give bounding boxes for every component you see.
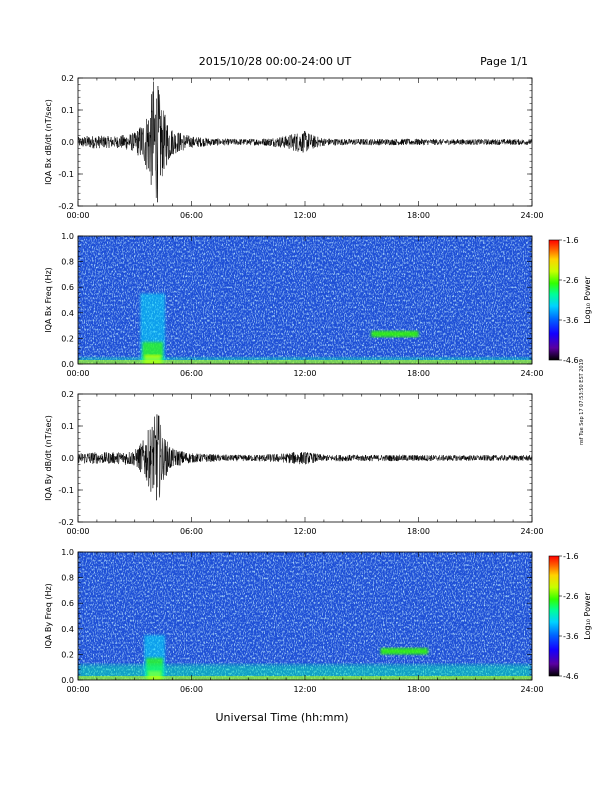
- y-tick-label: 0.0: [61, 138, 74, 147]
- y-axis-label: IQA By Freq (Hz): [44, 583, 53, 649]
- y-tick-label: 0.0: [61, 454, 74, 463]
- y-tick-label: 0.6: [61, 599, 74, 608]
- y-tick-label: -0.2: [58, 202, 74, 211]
- x-tick-label: 00:00: [66, 369, 89, 378]
- y-tick-label: 0.1: [61, 106, 74, 115]
- panels-group: 00:00 06:00 12:00 18:00 24:00 0.2 0.1 0.0 -0.1 -0…: [44, 74, 592, 694]
- colorbar-tick-label: -2.6: [563, 592, 579, 601]
- colorbar-tick-label: -1.6: [563, 552, 579, 561]
- y-tick-label: -0.2: [58, 518, 74, 527]
- y-tick-label: 0.4: [61, 309, 74, 318]
- series-trace: [77, 81, 533, 203]
- y-tick-label: 0.8: [61, 574, 74, 583]
- y-tick-label: 0.2: [61, 74, 74, 83]
- y-tick-label: 1.0: [61, 232, 74, 241]
- x-tick-label: 00:00: [66, 685, 89, 694]
- y-tick-label: -0.1: [58, 170, 74, 179]
- y-axis-label: IQA Bx Freq (Hz): [44, 267, 53, 333]
- y-tick-label: -0.1: [58, 486, 74, 495]
- x-tick-label: 18:00: [407, 685, 430, 694]
- page-indicator: Page 1/1: [480, 55, 528, 68]
- y-axis-label: IQA By dB/dt (nT/sec): [44, 415, 53, 501]
- colorbar-tick-label: -3.6: [563, 316, 579, 325]
- x-tick-label: 24:00: [520, 527, 543, 536]
- x-tick-label: 12:00: [293, 211, 316, 220]
- x-axis-title: Universal Time (hh:mm): [216, 711, 349, 724]
- colorbar-tick-label: -1.6: [563, 236, 579, 245]
- colorbar-label: Log₁₀ Power: [583, 276, 592, 324]
- side-note: nsf Tue Sep 17 07:53:50 EST 2019: [579, 359, 585, 445]
- y-tick-label: 0.8: [61, 258, 74, 267]
- colorbar-tick-label: -2.6: [563, 276, 579, 285]
- series-trace: [77, 414, 533, 501]
- x-tick-label: 12:00: [293, 685, 316, 694]
- colorbar-tick-label: -4.6: [563, 672, 579, 681]
- spectrogram-panel: 00:00 06:00 12:00 18:00 24:00 1.0 0.8 0.6 0.4 0.2…: [44, 548, 592, 694]
- spectrogram-image: [78, 236, 532, 364]
- time-series-panel: 00:00 06:00 12:00 18:00 24:00 0.2 0.1 0.0 -0.1 -0…: [44, 390, 544, 536]
- x-tick-label: 06:00: [180, 211, 203, 220]
- colorbar-tick-label: -3.6: [563, 632, 579, 641]
- spectrogram-panel: 00:00 06:00 12:00 18:00 24:00 1.0 0.8 0.6 0.4 0.2…: [44, 232, 592, 378]
- x-tick-label: 24:00: [520, 211, 543, 220]
- x-tick-label: 18:00: [407, 369, 430, 378]
- y-tick-label: 0.1: [61, 422, 74, 431]
- figure-title: 2015/10/28 00:00-24:00 UT: [199, 55, 352, 68]
- y-tick-label: 0.2: [61, 390, 74, 399]
- feature-narrow-band: [371, 330, 419, 338]
- y-tick-label: 0.0: [61, 360, 74, 369]
- y-tick-label: 1.0: [61, 548, 74, 557]
- y-tick-label: 0.2: [61, 334, 74, 343]
- y-tick-label: 0.4: [61, 625, 74, 634]
- colorbar: [548, 555, 560, 677]
- y-tick-label: 0.2: [61, 650, 74, 659]
- y-tick-label: 0.0: [61, 676, 74, 685]
- feature-narrow-band: [380, 648, 428, 655]
- y-axis-label: IQA Bx dB/dt (nT/sec): [44, 99, 53, 185]
- x-tick-label: 24:00: [520, 369, 543, 378]
- x-tick-label: 12:00: [293, 527, 316, 536]
- colorbar-label: Log₁₀ Power: [583, 592, 592, 640]
- x-tick-label: 06:00: [180, 527, 203, 536]
- time-series-panel: 00:00 06:00 12:00 18:00 24:00 0.2 0.1 0.0 -0.1 -0…: [44, 74, 544, 220]
- x-tick-label: 18:00: [407, 211, 430, 220]
- x-tick-label: 12:00: [293, 369, 316, 378]
- x-tick-label: 06:00: [180, 369, 203, 378]
- y-tick-label: 0.6: [61, 283, 74, 292]
- x-tick-label: 24:00: [520, 685, 543, 694]
- x-tick-label: 00:00: [66, 527, 89, 536]
- colorbar-tick-label: -4.6: [563, 356, 579, 365]
- spectrogram-image: [78, 552, 532, 680]
- x-tick-label: 06:00: [180, 685, 203, 694]
- x-tick-label: 18:00: [407, 527, 430, 536]
- colorbar: [548, 239, 560, 361]
- x-tick-label: 00:00: [66, 211, 89, 220]
